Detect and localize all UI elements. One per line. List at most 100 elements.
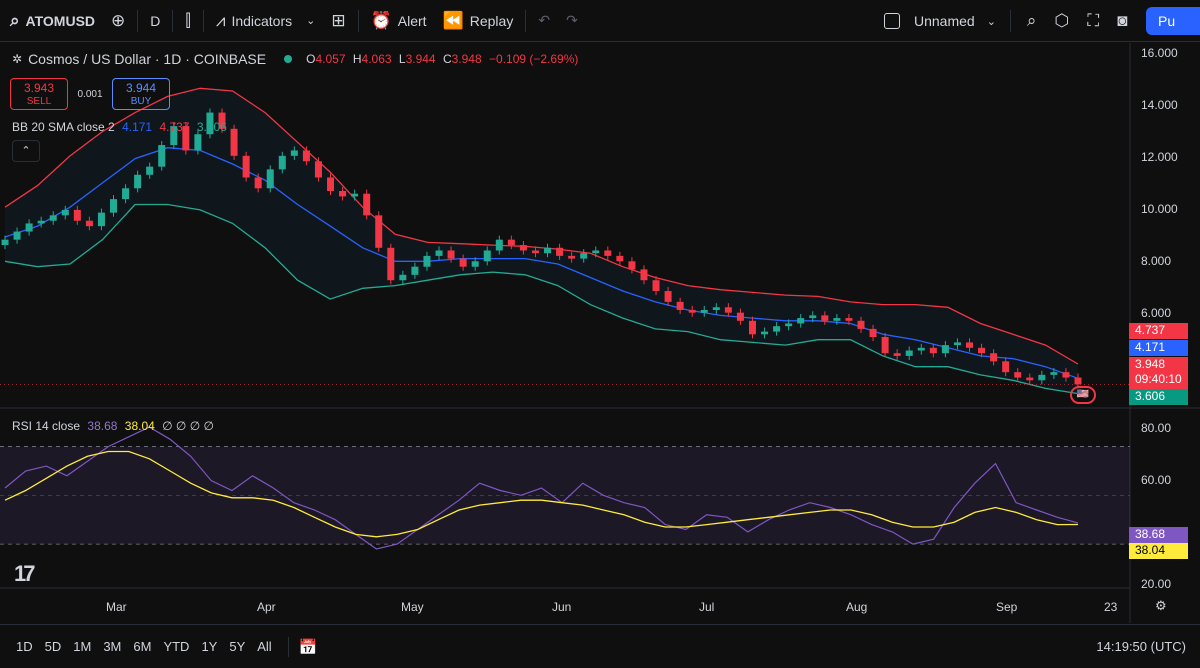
layout-name[interactable]: Unnamed <box>914 13 975 29</box>
camera-icon[interactable]: ◙ <box>1117 11 1128 30</box>
candle-body <box>604 250 612 256</box>
candle-body <box>785 323 793 327</box>
rsi-label: RSI 14 close <box>12 419 81 433</box>
candle-body <box>399 274 407 281</box>
templates-button[interactable]: ⊞ <box>323 0 353 42</box>
candle-body <box>158 145 166 167</box>
low-value: 3.944 <box>405 52 436 66</box>
events-icon[interactable]: 🇺🇸 <box>1070 386 1096 404</box>
chart-area[interactable]: ✲ Cosmos / US Dollar · 1D · COINBASE O4.… <box>0 43 1200 623</box>
grid-icon: ⊞ <box>331 10 346 30</box>
price-tick: 6.000 <box>1141 306 1172 320</box>
candle-body <box>266 169 274 189</box>
undo-button[interactable]: ↶ <box>530 0 558 42</box>
time-tick: Jun <box>552 600 572 614</box>
quick-search-icon[interactable]: ⌕ <box>1026 11 1037 30</box>
compare-button[interactable]: ⊕ <box>103 0 133 42</box>
range-1m[interactable]: 1M <box>73 639 92 654</box>
candle-body <box>302 150 310 162</box>
candle-body <box>773 326 781 332</box>
market-open-icon <box>284 55 293 63</box>
time-tick: Mar <box>106 600 127 614</box>
top-toolbar: ⌕ ATOMUSD ⊕ D ⫿ ⩘ Indicators ⌄ ⊞ ⏰ Alert… <box>0 0 1200 42</box>
candle-body <box>483 250 491 262</box>
sell-button[interactable]: 3.943 SELL <box>10 78 68 110</box>
range-5y[interactable]: 5Y <box>229 639 246 654</box>
candle-body <box>339 191 347 197</box>
candle-body <box>1002 361 1010 373</box>
candle-body <box>423 255 431 267</box>
candle-body <box>290 150 298 156</box>
settings-icon[interactable]: ⬡ <box>1054 11 1070 30</box>
spread-value: 0.001 <box>77 88 103 100</box>
time-tick: 23 <box>1104 600 1118 614</box>
redo-button[interactable]: ↷ <box>558 0 586 42</box>
open-value: 4.057 <box>315 52 346 66</box>
fullscreen-icon[interactable]: ⛶ <box>1087 11 1100 30</box>
close-value: 3.948 <box>451 52 482 66</box>
rsi-extra-values: ∅ ∅ ∅ ∅ <box>162 419 214 433</box>
candle-body <box>435 250 443 256</box>
candles-icon: ⫿ <box>185 10 191 30</box>
calendar-icon[interactable]: 📅 <box>298 638 318 656</box>
collapse-legend-button[interactable]: ⌃ <box>12 140 40 162</box>
time-tick: Aug <box>846 600 868 614</box>
candle-body <box>640 269 648 281</box>
interval-button[interactable]: D <box>142 0 168 42</box>
checkbox-icon[interactable] <box>884 13 900 29</box>
candle-body <box>194 134 202 151</box>
candle-body <box>73 209 81 221</box>
replay-button[interactable]: ⏪ Replay <box>435 0 522 42</box>
bb-upper-line <box>4 87 1079 365</box>
range-1d[interactable]: 1D <box>16 639 33 654</box>
chevron-down-icon[interactable]: ⌄ <box>986 15 996 28</box>
candle-body <box>592 250 600 254</box>
symbol-search[interactable]: ⌕ ATOMUSD <box>0 0 103 42</box>
chevron-up-icon: ⌃ <box>21 145 31 157</box>
candle-body <box>748 320 756 335</box>
sell-label: SELL <box>26 96 52 107</box>
candle-body <box>688 309 696 313</box>
candle-body <box>724 307 732 313</box>
alert-button[interactable]: ⏰ Alert <box>363 0 435 42</box>
bb-lower-line <box>4 203 1079 395</box>
candle-body <box>869 328 877 337</box>
bb-lower-tag: 3.606 <box>1129 389 1188 405</box>
candle-body <box>797 318 805 324</box>
divider <box>202 9 204 32</box>
range-6m[interactable]: 6M <box>133 639 152 654</box>
replay-label: Replay <box>469 12 514 29</box>
candle-body <box>712 307 720 310</box>
range-5d[interactable]: 5D <box>44 639 62 654</box>
ohlc-values: O4.057 H4.063 L3.944 C3.948 −0.109 (−2.6… <box>306 52 582 66</box>
layout-controls: Unnamed ⌄ ⌕ ⬡ ⛶ ◙ <box>884 0 1127 42</box>
chart-type-button[interactable]: ⫿ <box>177 0 198 42</box>
buy-button[interactable]: 3.944 BUY <box>112 78 170 110</box>
bb-legend[interactable]: BB 20 SMA close 2 4.171 4.737 3.606 <box>12 120 227 134</box>
candle-body <box>218 112 226 129</box>
candle-body <box>97 212 105 227</box>
price-tick: 12.000 <box>1141 150 1178 164</box>
bb-upper-value: 4.737 <box>159 120 190 134</box>
symbol-label: ATOMUSD <box>25 12 96 29</box>
clock[interactable]: 14:19:50 (UTC) <box>1096 639 1186 654</box>
candle-body <box>507 239 515 246</box>
indicators-label: Indicators <box>231 12 293 29</box>
rsi-ma-line <box>4 450 1079 538</box>
axis-settings-icon[interactable]: ⚙ <box>1155 598 1167 613</box>
candle-body <box>459 258 467 267</box>
range-3m[interactable]: 3M <box>103 639 122 654</box>
rsi-legend[interactable]: RSI 14 close 38.68 38.04 ∅ ∅ ∅ ∅ <box>12 419 214 433</box>
price-tick: 16.000 <box>1141 46 1178 60</box>
chart-canvas[interactable] <box>0 43 1200 623</box>
candle-body <box>544 247 552 254</box>
publish-button[interactable]: Pu <box>1146 7 1200 35</box>
indicators-button[interactable]: ⩘ Indicators ⌄ <box>208 0 324 42</box>
range-1y[interactable]: 1Y <box>201 639 218 654</box>
redo-icon: ↷ <box>566 12 578 28</box>
range-all[interactable]: All <box>257 639 272 654</box>
range-ytd[interactable]: YTD <box>163 639 190 654</box>
candle-body <box>37 220 45 224</box>
candle-body <box>519 245 527 251</box>
candle-body <box>387 247 395 281</box>
